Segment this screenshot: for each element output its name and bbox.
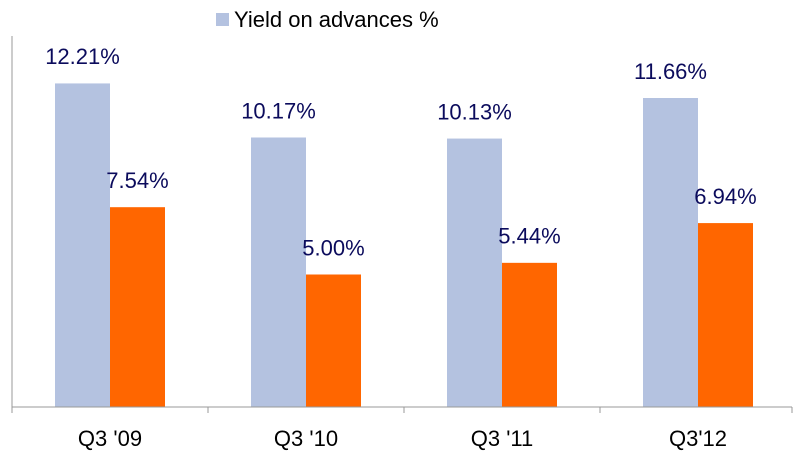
data-label: 5.00% (302, 235, 364, 260)
bar (251, 137, 306, 407)
bar (55, 83, 110, 407)
bar (698, 223, 753, 407)
data-label: 10.17% (241, 98, 316, 123)
x-tick-label: Q3 '11 (471, 426, 534, 451)
data-label: 10.13% (437, 99, 512, 124)
bar (502, 262, 557, 407)
x-tick-label: Q3 '10 (274, 426, 338, 451)
bar (643, 98, 698, 407)
x-tick-label: Q3'12 (669, 426, 727, 451)
data-label: 7.54% (106, 168, 168, 193)
bar (447, 138, 502, 407)
bar (306, 274, 361, 407)
data-label: 5.44% (498, 224, 560, 249)
data-label: 12.21% (45, 44, 120, 69)
legend-swatch (216, 13, 229, 26)
bar (110, 207, 165, 407)
x-tick-label: Q3 '09 (78, 426, 142, 451)
data-label: 6.94% (694, 184, 756, 209)
data-label: 11.66% (634, 59, 707, 84)
legend-label: Yield on advances % (234, 7, 439, 32)
